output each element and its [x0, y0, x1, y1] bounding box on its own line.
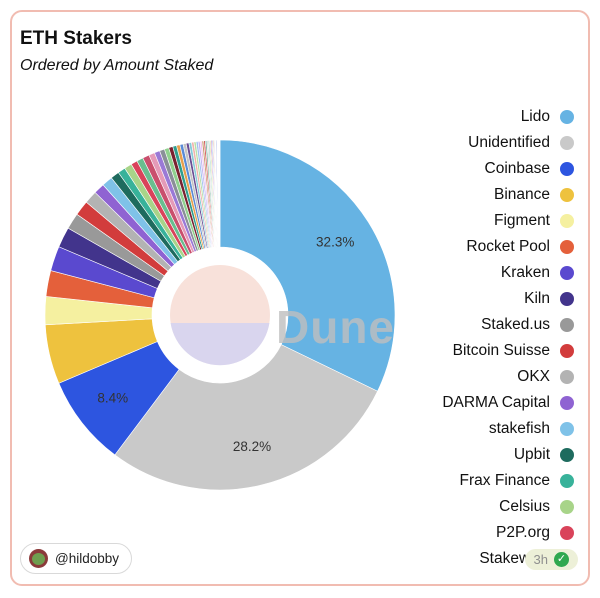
legend-label: Kiln — [524, 290, 550, 307]
legend-label: Coinbase — [484, 160, 551, 177]
legend-dot — [560, 396, 574, 410]
legend-label: Figment — [494, 212, 550, 229]
pie-slice-other — [216, 139, 221, 248]
legend-item-p2p-org[interactable]: P2P.org — [442, 520, 574, 546]
slice-label-coinbase: 8.4% — [97, 390, 128, 405]
legend-label: Binance — [493, 186, 550, 203]
legend-dot — [560, 188, 574, 202]
legend-label: Upbit — [513, 446, 550, 463]
legend-item-staked-us[interactable]: Staked.us — [442, 312, 574, 338]
legend-item-okx[interactable]: OKX — [442, 364, 574, 390]
author-badge[interactable]: @hildobby — [20, 543, 132, 574]
slice-label-lido: 32.3% — [316, 234, 354, 249]
legend-label: Kraken — [500, 264, 550, 281]
legend-dot — [560, 370, 574, 384]
legend-label: Unidentified — [468, 134, 550, 151]
legend-item-celsius[interactable]: Celsius — [442, 494, 574, 520]
timestamp: 3h — [533, 552, 548, 567]
legend-item-bitcoin-suisse[interactable]: Bitcoin Suisse — [442, 338, 574, 364]
legend-item-upbit[interactable]: Upbit — [442, 442, 574, 468]
chart-legend: Lido Unidentified Coinbase Binance Figment Ro… — [442, 104, 574, 572]
legend-dot — [560, 240, 574, 254]
legend-dot — [560, 136, 574, 150]
slice-label-unidentified: 28.2% — [233, 439, 271, 454]
legend-item-coinbase[interactable]: Coinbase — [442, 156, 574, 182]
legend-label: OKX — [517, 368, 550, 385]
legend-dot — [560, 474, 574, 488]
legend-item-kraken[interactable]: Kraken — [442, 260, 574, 286]
legend-dot — [560, 266, 574, 280]
legend-dot — [560, 500, 574, 514]
legend-item-frax-finance[interactable]: Frax Finance — [442, 468, 574, 494]
verified-check-icon: ✓ — [554, 552, 569, 567]
legend-dot — [560, 448, 574, 462]
legend-item-darma-capital[interactable]: DARMA Capital — [442, 390, 574, 416]
chart-card: ETH Stakers Ordered by Amount Staked 32.… — [10, 10, 590, 586]
legend-dot — [560, 422, 574, 436]
pie-slice-lido[interactable] — [219, 139, 396, 392]
legend-item-figment[interactable]: Figment — [442, 208, 574, 234]
legend-dot — [560, 110, 574, 124]
frog-icon — [29, 549, 48, 568]
pie-slice-unidentified[interactable] — [114, 344, 378, 491]
legend-label: Staked.us — [481, 316, 550, 333]
legend-item-kiln[interactable]: Kiln — [442, 286, 574, 312]
legend-dot — [560, 214, 574, 228]
legend-dot — [560, 162, 574, 176]
legend-label: Bitcoin Suisse — [452, 342, 550, 359]
legend-label: Frax Finance — [459, 472, 550, 489]
legend-item-binance[interactable]: Binance — [442, 182, 574, 208]
chart-subtitle: Ordered by Amount Staked — [20, 57, 214, 74]
legend-dot — [560, 526, 574, 540]
author-handle: @hildobby — [55, 551, 119, 566]
timestamp-badge[interactable]: 3h ✓ — [524, 549, 578, 570]
legend-label: P2P.org — [495, 524, 550, 541]
dune-logo-watermark-bottom — [170, 323, 270, 366]
legend-label: DARMA Capital — [442, 394, 550, 411]
legend-item-unidentified[interactable]: Unidentified — [442, 130, 574, 156]
legend-label: Rocket Pool — [466, 238, 550, 255]
legend-label: Lido — [520, 108, 550, 125]
legend-item-stakefish[interactable]: stakefish — [442, 416, 574, 442]
donut-chart[interactable]: 32.3% 28.2% 8.4% — [20, 115, 420, 515]
frog-face — [32, 553, 45, 565]
legend-item-rocket-pool[interactable]: Rocket Pool — [442, 234, 574, 260]
legend-dot — [560, 344, 574, 358]
legend-label: stakefish — [488, 420, 550, 437]
legend-label: Celsius — [499, 498, 550, 515]
legend-dot — [560, 318, 574, 332]
legend-item-lido[interactable]: Lido — [442, 104, 574, 130]
legend-dot — [560, 292, 574, 306]
chart-title: ETH Stakers — [20, 28, 132, 49]
